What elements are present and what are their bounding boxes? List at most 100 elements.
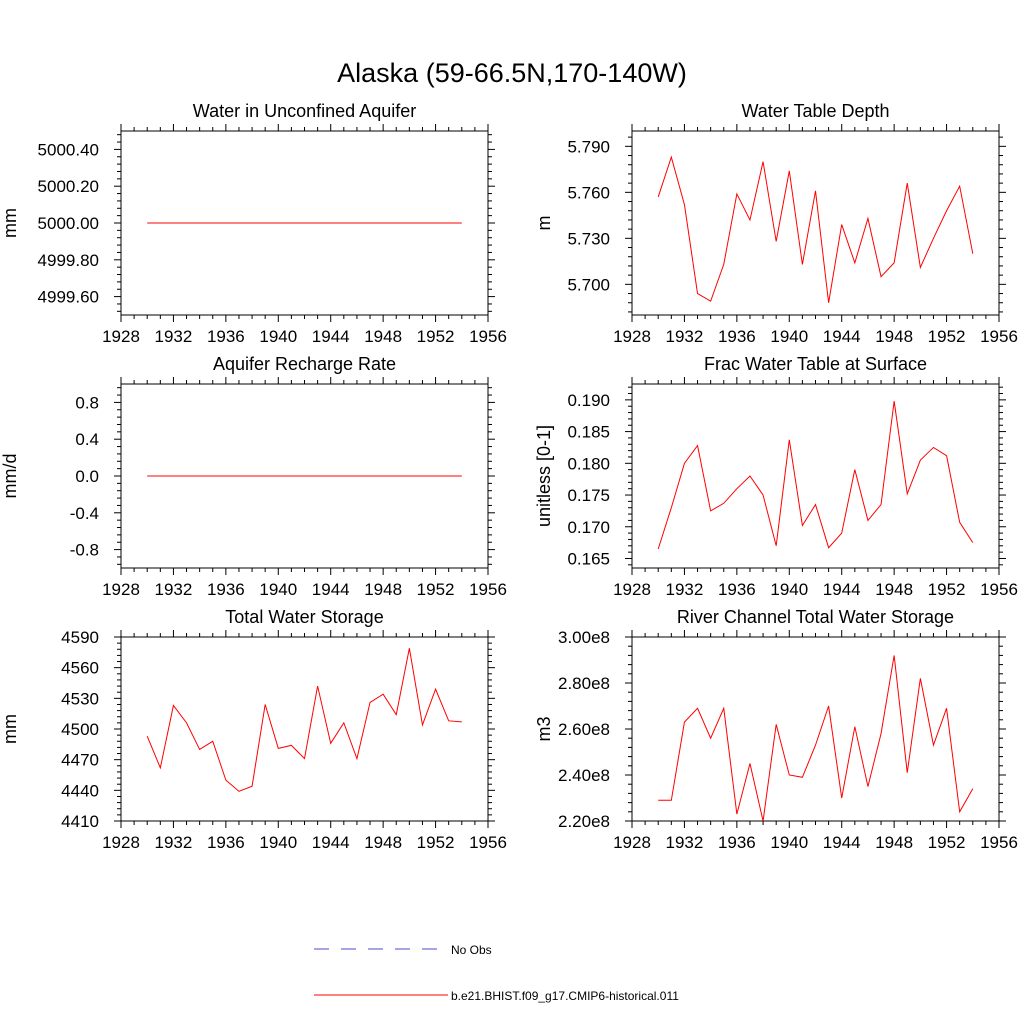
- chart-panel-total-water-storage: 1928 1932 1936 1940 1944 1948 1952 1956 4410 4440…: [0, 607, 507, 852]
- x-tick-label: 1928: [613, 833, 651, 852]
- x-tick-label: 1944: [312, 833, 350, 852]
- x-tick-label: 1940: [259, 833, 297, 852]
- x-tick-label: 1956: [469, 833, 507, 852]
- x-tick-label: 1940: [259, 327, 297, 346]
- y-tick-label: 2.40e8: [558, 766, 610, 785]
- x-tick-label: 1928: [102, 580, 140, 599]
- x-tick-label: 1940: [770, 833, 808, 852]
- y-tick-label: 5000.20: [38, 177, 99, 196]
- y-tick-label: 5.700: [567, 275, 610, 294]
- legend-model-label: b.e21.BHIST.f09_g17.CMIP6-historical.011: [451, 989, 679, 1003]
- y-tick-label: -0.8: [70, 541, 99, 560]
- x-tick-label: 1928: [102, 327, 140, 346]
- y-tick-label: 2.80e8: [558, 674, 610, 693]
- y-tick-label: 4590: [61, 628, 99, 647]
- x-tick-label: 1940: [770, 580, 808, 599]
- x-tick-label: 1948: [875, 580, 913, 599]
- x-tick-label: 1944: [823, 580, 861, 599]
- x-tick-label: 1928: [613, 327, 651, 346]
- x-tick-label: 1936: [207, 833, 245, 852]
- x-tick-label: 1932: [666, 833, 704, 852]
- x-tick-label: 1932: [666, 327, 704, 346]
- panel-title: River Channel Total Water Storage: [677, 607, 954, 627]
- legend: No Obs b.e21.BHIST.f09_g17.CMIP6-histori…: [314, 943, 679, 1003]
- panel-title: Water Table Depth: [741, 101, 889, 121]
- y-axis-label: m3: [534, 716, 554, 741]
- y-tick-label: 0.190: [567, 391, 610, 410]
- y-tick-label: 4999.80: [38, 251, 99, 270]
- y-tick-label: 5.760: [567, 183, 610, 202]
- x-tick-label: 1936: [207, 580, 245, 599]
- y-tick-label: 0.180: [567, 454, 610, 473]
- x-tick-label: 1936: [207, 327, 245, 346]
- x-tick-label: 1956: [980, 833, 1018, 852]
- y-axis-label: mm/d: [0, 454, 20, 499]
- x-tick-label: 1936: [718, 580, 756, 599]
- x-tick-label: 1952: [928, 833, 966, 852]
- y-tick-label: 2.20e8: [558, 812, 610, 831]
- plot-frame: [631, 636, 1000, 822]
- x-tick-label: 1928: [102, 833, 140, 852]
- y-axis-label: mm: [0, 208, 20, 238]
- y-tick-label: 0.185: [567, 423, 610, 442]
- x-tick-label: 1952: [928, 327, 966, 346]
- x-tick-label: 1948: [875, 833, 913, 852]
- chart-panel-river-channel-storage: 1928 1932 1936 1940 1944 1948 1952 1956 2.20e8 2.…: [534, 607, 1018, 852]
- panel-title: Frac Water Table at Surface: [704, 354, 927, 374]
- y-tick-label: 5000.40: [38, 140, 99, 159]
- panel-title: Aquifer Recharge Rate: [213, 354, 396, 374]
- x-tick-label: 1932: [155, 580, 193, 599]
- y-tick-label: 2.60e8: [558, 720, 610, 739]
- y-tick-label: 0.175: [567, 486, 610, 505]
- y-axis-label: mm: [0, 714, 20, 744]
- y-tick-label: 5000.00: [38, 214, 99, 233]
- x-tick-label: 1952: [417, 327, 455, 346]
- x-tick-label: 1936: [718, 833, 756, 852]
- y-tick-label: 4410: [61, 812, 99, 831]
- x-tick-label: 1952: [417, 833, 455, 852]
- y-tick-label: 4560: [61, 659, 99, 678]
- x-tick-label: 1948: [364, 833, 402, 852]
- y-tick-label: 5.790: [567, 137, 610, 156]
- chart-panel-aquifer-recharge-rate: 1928 1932 1936 1940 1944 1948 1952 1956 -0.8 -0.4…: [0, 354, 507, 599]
- x-tick-label: 1952: [417, 580, 455, 599]
- series-line-model: [146, 648, 462, 792]
- y-tick-label: 0.8: [75, 393, 99, 412]
- y-tick-label: 0.170: [567, 518, 610, 537]
- panel-title: Water in Unconfined Aquifer: [193, 101, 416, 121]
- x-tick-label: 1956: [980, 580, 1018, 599]
- chart-panel-water-unconfined-aquifer: 1928 1932 1936 1940 1944 1948 1952 1956 4999.60 4…: [0, 101, 507, 346]
- y-tick-label: 0.4: [75, 430, 99, 449]
- series-line-model: [657, 155, 974, 303]
- x-tick-label: 1944: [823, 833, 861, 852]
- x-tick-label: 1956: [469, 327, 507, 346]
- y-tick-label: 5.730: [567, 229, 610, 248]
- x-tick-label: 1940: [770, 327, 808, 346]
- x-tick-label: 1940: [259, 580, 297, 599]
- x-tick-label: 1936: [718, 327, 756, 346]
- x-tick-label: 1944: [312, 580, 350, 599]
- x-tick-label: 1956: [980, 327, 1018, 346]
- chart-panel-water-table-depth: 1928 1932 1936 1940 1944 1948 1952 1956 5.700 5.7…: [534, 101, 1018, 346]
- x-tick-label: 1948: [364, 327, 402, 346]
- plot-frame: [631, 383, 1000, 569]
- legend-no-obs-label: No Obs: [451, 943, 492, 957]
- x-tick-label: 1956: [469, 580, 507, 599]
- series-line-model: [657, 401, 974, 550]
- chart-panel-frac-water-table-surface: 1928 1932 1936 1940 1944 1948 1952 1956 0.165 0.1…: [534, 354, 1018, 599]
- y-axis-label: unitless [0-1]: [534, 425, 554, 527]
- y-tick-label: 0.0: [75, 467, 99, 486]
- y-tick-label: 4530: [61, 689, 99, 708]
- plot-frame: [120, 636, 489, 822]
- panels: 1928 1932 1936 1940 1944 1948 1952 1956 4999.60 4…: [0, 101, 1018, 852]
- panel-title: Total Water Storage: [225, 607, 383, 627]
- y-axis-label: m: [534, 216, 554, 231]
- y-tick-label: 4999.60: [38, 288, 99, 307]
- y-tick-label: 4470: [61, 751, 99, 770]
- x-tick-label: 1928: [613, 580, 651, 599]
- y-tick-label: 4500: [61, 720, 99, 739]
- y-tick-label: 0.165: [567, 549, 610, 568]
- y-tick-label: 4440: [61, 781, 99, 800]
- y-tick-label: -0.4: [70, 504, 99, 523]
